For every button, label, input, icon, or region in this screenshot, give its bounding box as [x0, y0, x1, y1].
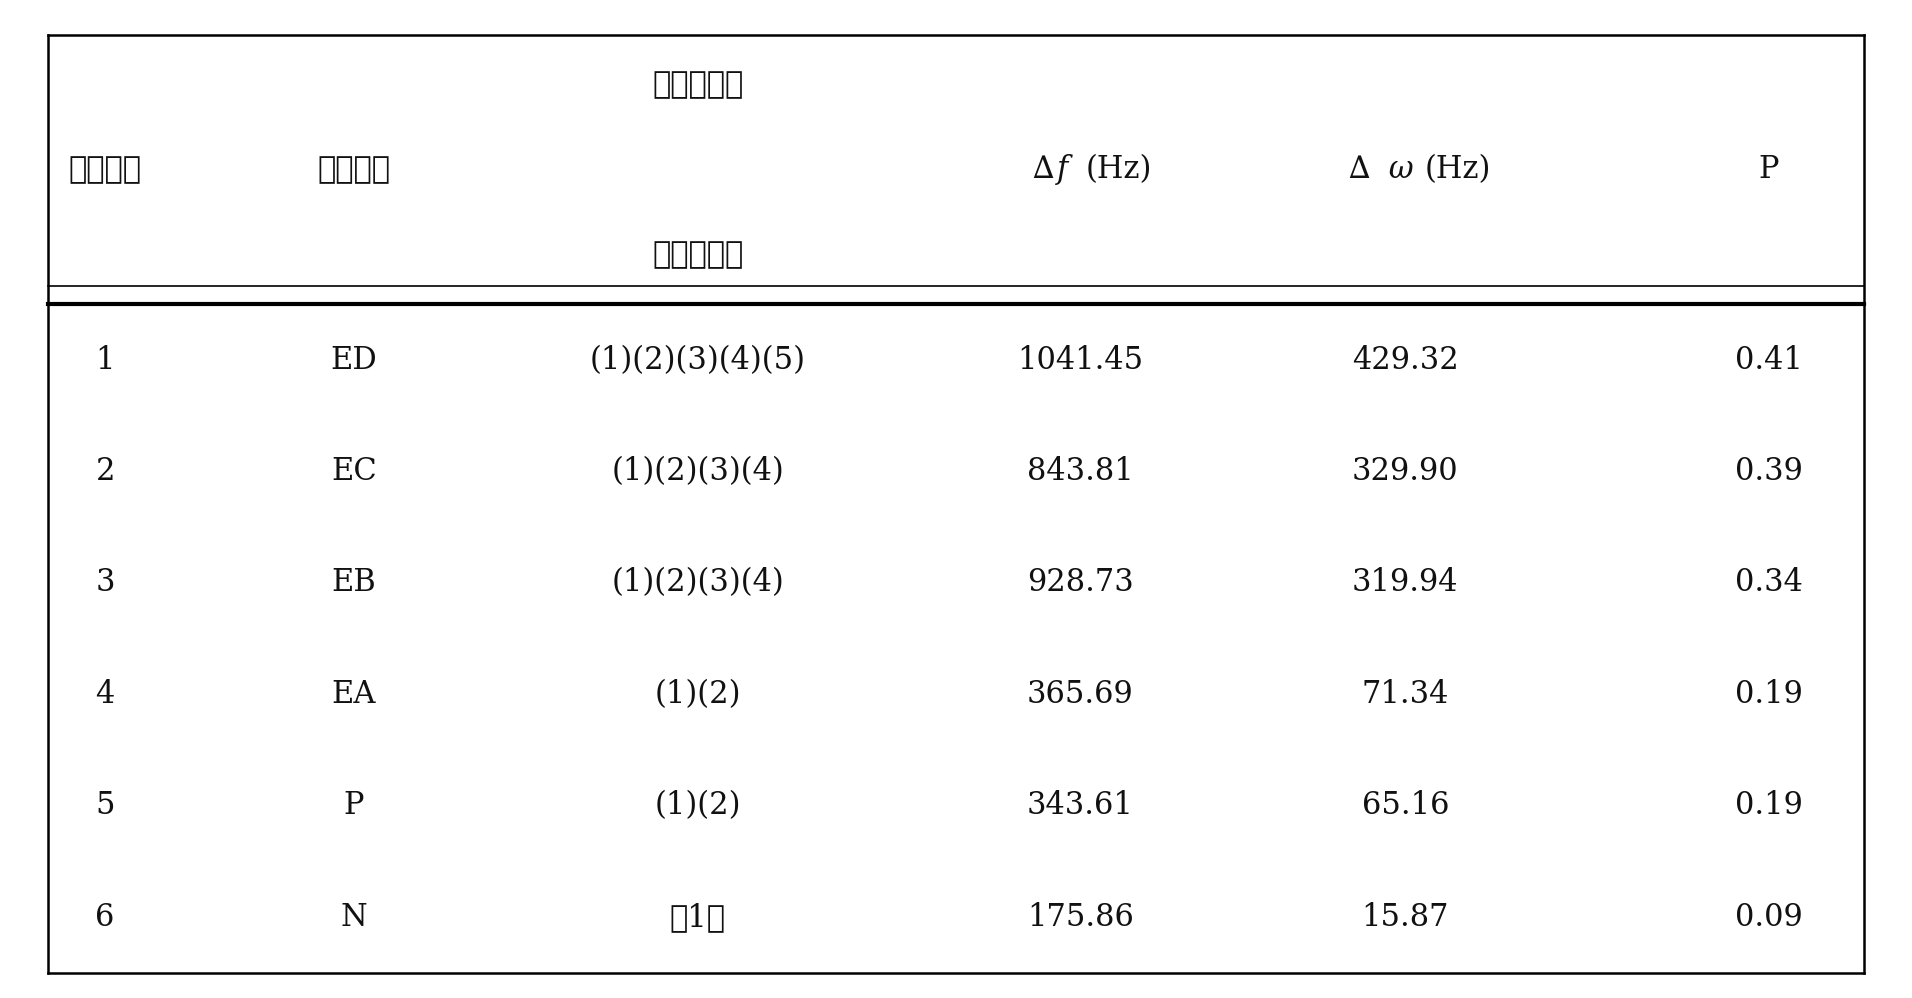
Text: 319.94: 319.94 [1352, 568, 1459, 599]
Text: ∆: ∆ [1032, 154, 1054, 186]
Text: 429.32: 429.32 [1352, 344, 1459, 375]
Text: 65.16: 65.16 [1361, 790, 1449, 821]
Text: EC: EC [331, 456, 377, 487]
Text: 试样号码: 试样号码 [69, 154, 141, 186]
Text: (Hz): (Hz) [1424, 154, 1491, 186]
Text: 71.34: 71.34 [1361, 679, 1449, 710]
Text: 1041.45: 1041.45 [1017, 344, 1143, 375]
Text: 928.73: 928.73 [1027, 568, 1134, 599]
Text: 0.09: 0.09 [1734, 902, 1803, 933]
Text: ED: ED [331, 344, 377, 375]
Text: 指示灯（绿: 指示灯（绿 [652, 69, 744, 101]
Text: 843.81: 843.81 [1027, 456, 1134, 487]
Text: (1)(2)(3)(4)(5): (1)(2)(3)(4)(5) [591, 344, 805, 375]
Text: 4: 4 [96, 679, 115, 710]
Text: 329.90: 329.90 [1352, 456, 1459, 487]
Text: 365.69: 365.69 [1027, 679, 1134, 710]
Text: 色变红色）: 色变红色） [652, 239, 744, 270]
Text: 0.34: 0.34 [1734, 568, 1803, 599]
Text: (1)(2): (1)(2) [654, 679, 742, 710]
Text: P: P [1759, 154, 1778, 186]
Text: ∆: ∆ [1348, 154, 1369, 186]
Text: EA: EA [331, 679, 377, 710]
Text: (Hz): (Hz) [1086, 154, 1153, 186]
Text: 0.19: 0.19 [1734, 790, 1803, 821]
Text: 343.61: 343.61 [1027, 790, 1134, 821]
Text: 2: 2 [96, 456, 115, 487]
Text: (1)(2)(3)(4): (1)(2)(3)(4) [612, 568, 784, 599]
Text: (1)(2)(3)(4): (1)(2)(3)(4) [612, 456, 784, 487]
Text: （1）: （1） [669, 902, 727, 933]
Text: 1: 1 [96, 344, 115, 375]
Text: 175.86: 175.86 [1027, 902, 1134, 933]
Text: f: f [1057, 154, 1069, 186]
Text: (1)(2): (1)(2) [654, 790, 742, 821]
Text: 0.19: 0.19 [1734, 679, 1803, 710]
Text: 6: 6 [96, 902, 115, 933]
Text: P: P [344, 790, 363, 821]
Text: 15.87: 15.87 [1361, 902, 1449, 933]
Text: N: N [340, 902, 367, 933]
Text: 腐蚀等级: 腐蚀等级 [317, 154, 390, 186]
Text: ω: ω [1379, 154, 1413, 186]
Text: 0.39: 0.39 [1734, 456, 1803, 487]
Text: EB: EB [331, 568, 377, 599]
Text: 0.41: 0.41 [1734, 344, 1803, 375]
Text: 5: 5 [96, 790, 115, 821]
Text: 3: 3 [96, 568, 115, 599]
